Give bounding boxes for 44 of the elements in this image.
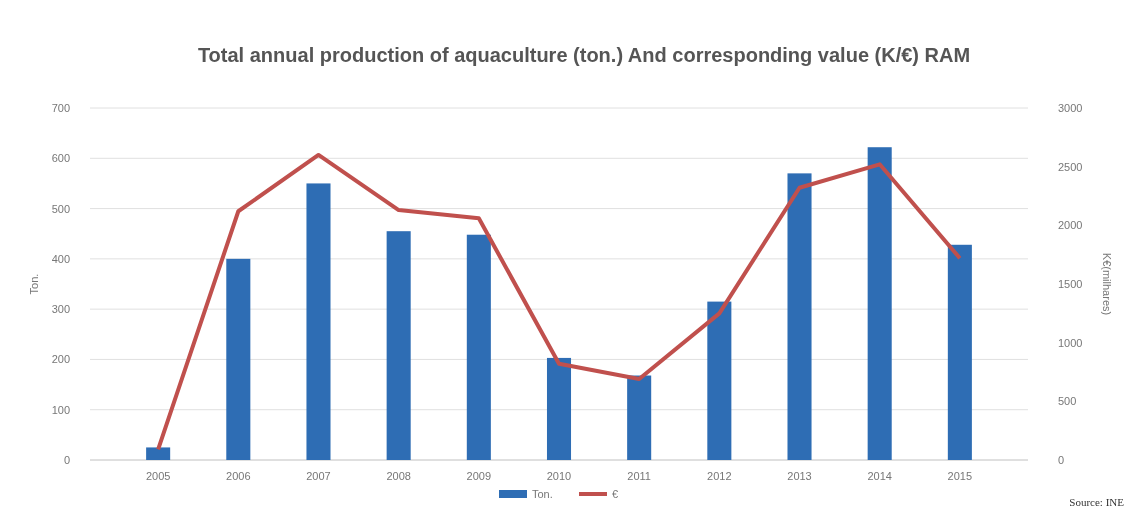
y-tick-label: 100: [51, 403, 70, 416]
bar: [867, 147, 892, 460]
x-tick-label: 2010: [546, 470, 572, 482]
y2-axis-title: K€(milhares): [1101, 252, 1113, 316]
y2-tick-label: 0: [1058, 454, 1065, 466]
x-tick-label: 2008: [386, 470, 411, 482]
x-tick-label: 2014: [867, 470, 892, 482]
y2-tick-label: 1000: [1058, 336, 1083, 349]
x-tick-label: 2009: [466, 470, 492, 482]
y-tick-label: 0: [63, 454, 70, 466]
x-tick-label: 2012: [707, 470, 732, 482]
x-tick-label: 2005: [145, 470, 171, 482]
legend-label: €: [612, 488, 619, 500]
bar: [386, 231, 411, 460]
source-note: Source: INE: [1069, 496, 1125, 508]
y-tick-label: 500: [51, 202, 70, 215]
y-tick-label: 400: [51, 252, 70, 265]
x-tick-label: 2011: [627, 470, 651, 482]
x-tick-label: 2013: [787, 470, 812, 482]
y-tick-label: 600: [51, 152, 70, 165]
y-axis-title: Ton.: [28, 273, 40, 295]
bar: [546, 357, 572, 460]
y2-tick-label: 2000: [1058, 219, 1083, 232]
x-tick-label: 2006: [226, 470, 251, 482]
y2-tick-label: 2500: [1058, 160, 1083, 173]
x-tick-label: 2015: [947, 470, 973, 482]
bar: [707, 301, 732, 460]
bar: [787, 173, 812, 460]
y-tick-label: 200: [51, 353, 70, 366]
chart-title: Total annual production of aquaculture (ton.) And corresponding value (K/€) RAM: [197, 44, 971, 66]
legend-label: Ton.: [532, 488, 553, 500]
bar: [466, 234, 491, 460]
y2-tick-label: 3000: [1058, 102, 1083, 114]
bar: [146, 447, 171, 460]
line-series: [156, 152, 962, 452]
bar: [947, 244, 972, 460]
x-tick-label: 2007: [306, 470, 331, 482]
bar: [226, 258, 251, 460]
y-tick-label: 300: [51, 303, 70, 316]
y2-tick-label: 500: [1058, 395, 1077, 408]
y-tick-label: 700: [51, 102, 70, 114]
bar: [627, 375, 652, 460]
y2-tick-label: 1500: [1058, 278, 1083, 290]
bar: [306, 183, 331, 460]
